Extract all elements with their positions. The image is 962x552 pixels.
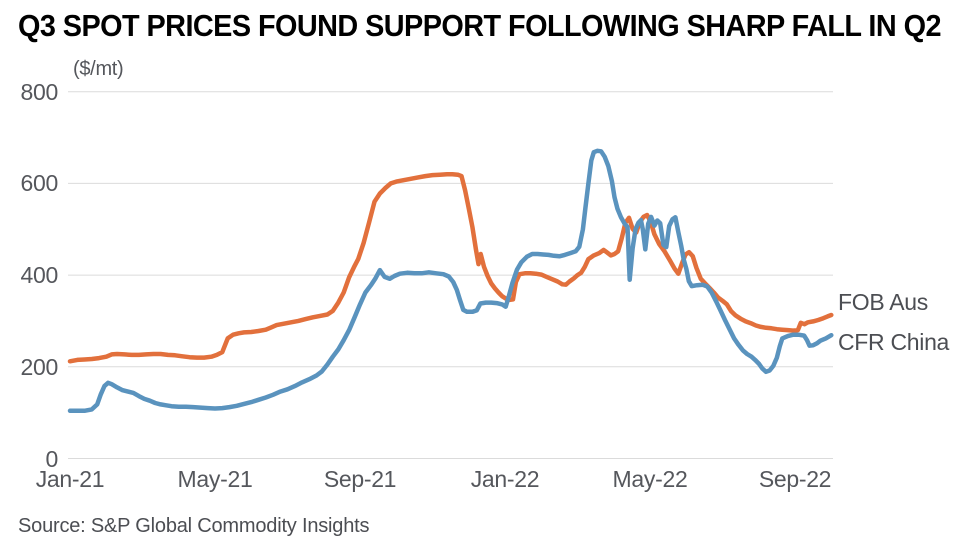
x-axis-tick-label-may-22: May-22 bbox=[612, 466, 688, 492]
x-axis-tick-label-jan-21: Jan-21 bbox=[35, 466, 105, 492]
y-axis-tick-label-600: 600 bbox=[20, 170, 59, 197]
y-axis-tick-label-400: 400 bbox=[20, 262, 59, 289]
x-axis-tick-label-jan-22: Jan-22 bbox=[470, 466, 540, 492]
y-axis-unit-label: ($/mt) bbox=[73, 58, 124, 80]
y-axis-tick-label-800: 800 bbox=[20, 78, 59, 105]
x-axis-tick-label-sep-22: Sep-22 bbox=[758, 466, 832, 492]
series-line-cfr-china bbox=[67, 148, 834, 414]
y-axis-tick-label-0: 0 bbox=[45, 445, 59, 472]
x-axis-tick-label-sep-21: Sep-21 bbox=[323, 466, 397, 492]
x-axis-tick-label-may-21: May-21 bbox=[177, 466, 253, 492]
chart-title: Q3 SPOT PRICES FOUND SUPPORT FOLLOWING S… bbox=[18, 8, 941, 43]
legend-label-cfr-china: CFR China bbox=[838, 329, 950, 355]
y-axis-tick-label-200: 200 bbox=[20, 353, 59, 380]
series-line-fob-aus bbox=[67, 171, 834, 364]
source-note: Source: S&P Global Commodity Insights bbox=[18, 515, 370, 537]
legend-label-fob-aus: FOB Aus bbox=[838, 289, 928, 315]
